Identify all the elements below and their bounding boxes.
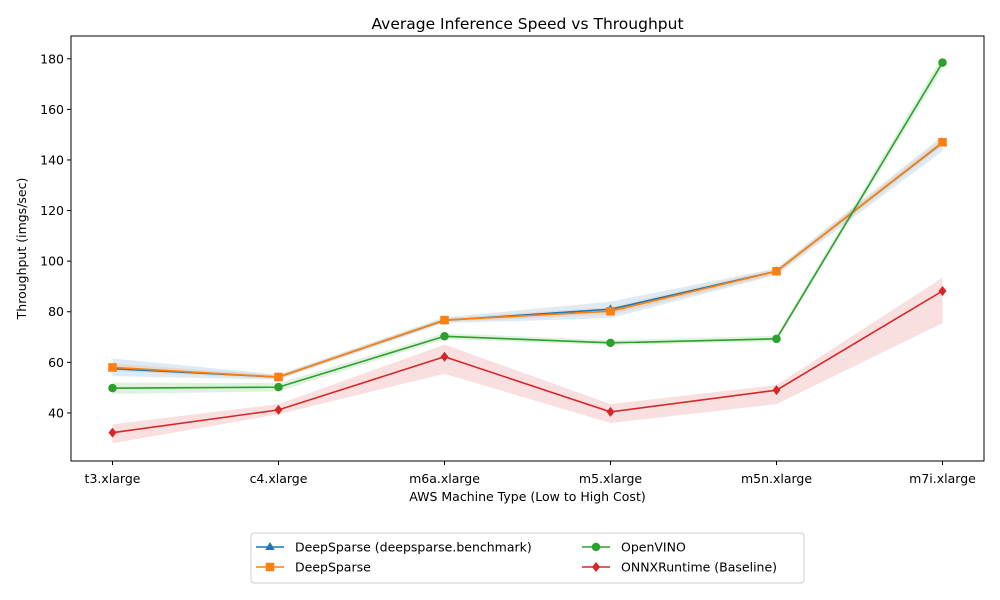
legend-label-openvino: OpenVINO <box>621 540 686 555</box>
x-axis-ticks: t3.xlarge c4.xlarge m6a.xlarge m5.xlarge m5n… <box>85 461 976 486</box>
series-lines <box>112 62 944 434</box>
line-openvino <box>112 62 944 389</box>
y-axis-label: Throughput (imgs/sec) <box>14 178 29 321</box>
legend-marker-openvino <box>591 542 601 552</box>
legend-label-deepsparse: DeepSparse <box>295 560 371 575</box>
point-deepsparse <box>938 138 947 147</box>
point-openvino <box>440 332 449 341</box>
line-onnxruntime-baseline <box>112 290 943 434</box>
x-tick-label: m5n.xlarge <box>741 471 812 486</box>
legend-label-deepsparse-deepsparse-benchmark: DeepSparse (deepsparse.benchmark) <box>295 540 532 555</box>
point-openvino <box>606 338 615 348</box>
y-tick-label: 80 <box>48 304 64 319</box>
point-onnxruntime-baseline <box>440 351 449 362</box>
y-tick-label: 140 <box>40 152 64 167</box>
point-deepsparse <box>274 372 283 382</box>
chart-title: Average Inference Speed vs Throughput <box>371 15 683 33</box>
point-openvino <box>108 383 117 393</box>
point-deepsparse <box>772 267 781 276</box>
axes <box>70 35 985 462</box>
y-tick-label: 120 <box>40 203 64 218</box>
x-tick-label: m6a.xlarge <box>409 471 480 486</box>
x-tick-label: t3.xlarge <box>85 471 141 486</box>
x-tick-label: m5.xlarge <box>579 471 642 486</box>
point-onnxruntime-baseline <box>772 385 781 396</box>
band-onnxruntime-baseline <box>112 277 943 444</box>
y-tick-label: 40 <box>48 405 64 420</box>
x-axis-label: AWS Machine Type (Low to High Cost) <box>409 489 645 504</box>
legend-marker-deepsparse-deepsparse-benchmark <box>265 542 275 550</box>
band-deepsparse <box>112 138 943 380</box>
point-openvino <box>938 58 947 67</box>
legend-marker-deepsparse <box>265 562 275 572</box>
point-deepsparse <box>606 306 615 316</box>
x-tick-label: c4.xlarge <box>250 471 308 486</box>
y-tick-label: 100 <box>40 254 64 269</box>
confidence-bands <box>112 56 943 444</box>
point-onnxruntime-baseline <box>606 406 615 417</box>
point-onnxruntime-baseline <box>274 404 283 415</box>
y-tick-label: 180 <box>40 51 64 66</box>
series-markers <box>107 58 948 438</box>
point-onnxruntime-baseline <box>938 286 947 296</box>
legend-label-onnxruntime-baseline: ONNXRuntime (Baseline) <box>621 560 777 575</box>
point-openvino <box>772 334 781 344</box>
point-openvino <box>274 382 283 392</box>
legend: DeepSparse (deepsparse.benchmark) DeepSpa… <box>250 532 805 584</box>
legend-marker-onnxruntime-baseline <box>592 562 600 572</box>
y-axis-ticks: 40 60 80 100 120 140 160 180 <box>40 51 71 420</box>
band-deepsparse-deepsparse-benchmark <box>112 135 943 380</box>
x-tick-label: m7i.xlarge <box>909 471 976 486</box>
y-tick-label: 60 <box>48 355 64 370</box>
plot-frame <box>70 35 985 462</box>
y-tick-label: 160 <box>40 102 64 117</box>
point-deepsparse <box>440 315 449 325</box>
line-deepsparse <box>112 141 943 378</box>
point-onnxruntime-baseline <box>108 427 117 438</box>
point-deepsparse <box>108 363 117 372</box>
band-openvino <box>112 56 943 394</box>
legend-box <box>250 532 805 584</box>
